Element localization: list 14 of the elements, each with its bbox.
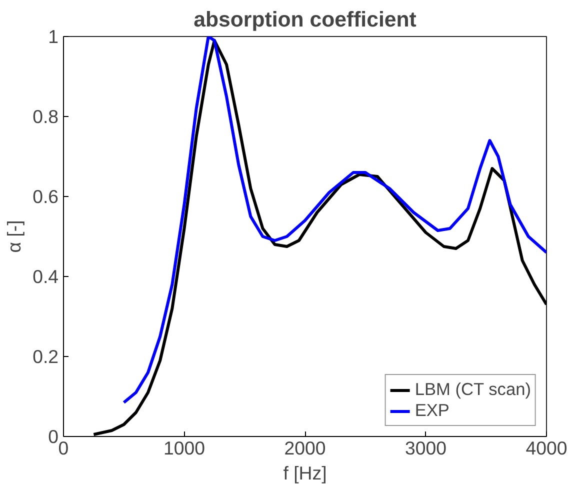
y-tick-label: 0.4 [32,266,59,287]
y-axis-title: α [-] [4,220,25,253]
x-tick-label: 1000 [164,438,206,458]
x-tick-label: 4000 [526,438,568,458]
chart-title: absorption coefficient [194,8,416,32]
y-tick-label: 0.6 [32,186,59,207]
x-tick-label: 2000 [284,438,326,458]
y-tick-label: 1 [48,26,59,47]
legend-label: LBM (CT scan) [414,379,531,400]
y-tick-label: 0.8 [32,106,59,127]
legend-label: EXP [414,400,450,421]
x-axis-title: f [Hz] [283,462,327,484]
x-tick-label: 3000 [405,438,447,458]
y-tick-label: 0.2 [32,346,59,367]
